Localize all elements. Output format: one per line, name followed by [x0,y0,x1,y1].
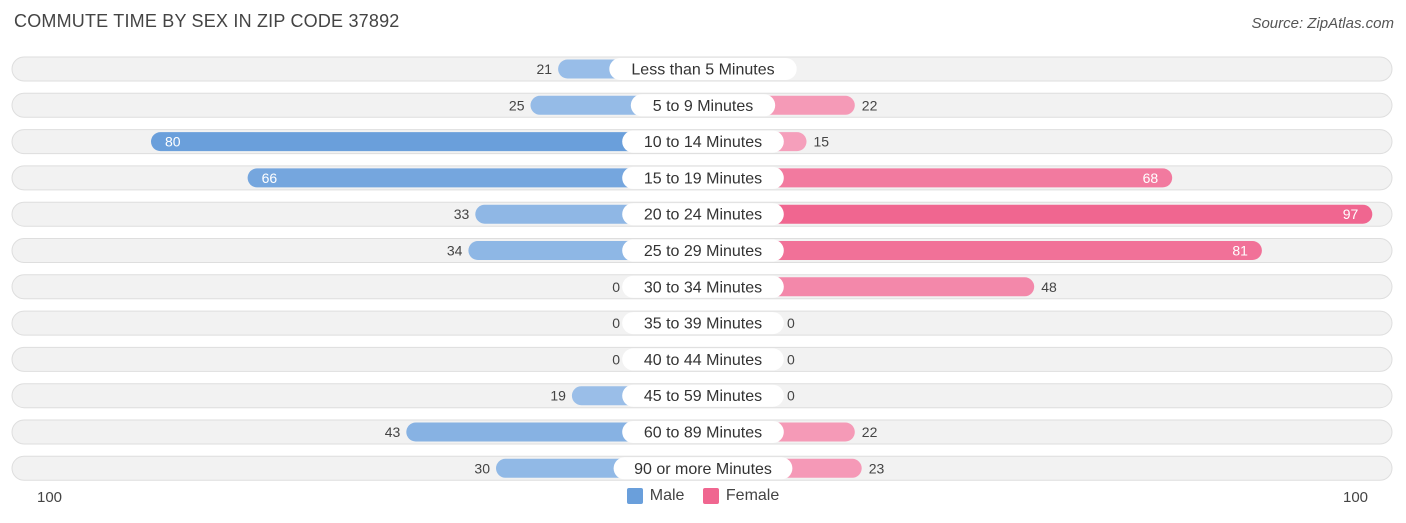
chart-row: 66 68 15 to 19 Minutes [11,165,1393,191]
legend-label-male: Male [649,487,685,504]
category-label-background [622,384,784,407]
chart-row: 0 48 30 to 34 Minutes [11,274,1393,300]
legend-swatch-male [626,488,643,504]
legend-item-female: Female [702,487,780,505]
category-label: 25 to 29 Minutes [644,243,762,260]
category-label-background [622,421,784,443]
value-label-female: 97 [1343,206,1359,222]
category-label: 5 to 9 Minutes [653,98,754,115]
value-label-male: 80 [165,134,181,150]
category-label-background [622,130,784,153]
chart-row: 19 0 45 to 59 Minutes [11,383,1393,409]
value-label-male: 33 [454,206,470,222]
value-label-female: 68 [1143,170,1159,186]
chart-row: 213Less than 5 Minutes [11,56,1393,82]
value-label-male: 43 [385,424,401,440]
value-label-female: 0 [787,388,795,404]
value-label-female: 23 [869,460,885,476]
chart-row: 0 0 40 to 44 Minutes [11,346,1393,372]
axis-left-label: 100 [37,489,63,506]
value-label-male: 0 [612,315,620,331]
value-label-female: 22 [862,424,878,440]
legend-swatch-female [702,488,719,504]
legend-label-female: Female [725,487,780,504]
category-label-background [622,312,784,335]
bar-female [703,168,1173,188]
bar-female [703,241,1262,260]
value-label-male: 21 [537,61,553,77]
chart-row: 25 22 5 to 9 Minutes [11,92,1393,118]
value-label-male: 66 [262,170,278,186]
category-label-background [622,203,784,226]
bar-male [247,168,703,188]
category-label: 35 to 39 Minutes [644,316,762,333]
category-label: 40 to 44 Minutes [644,352,762,369]
value-label-male: 19 [550,388,566,404]
category-label-background [609,58,797,80]
value-label-male: 25 [509,97,525,113]
source-note: Source: ZipAtlas.com [1251,15,1394,32]
value-label-male: 30 [474,460,490,476]
chart-title: COMMUTE TIME BY SEX IN ZIP CODE 37892 [14,11,400,31]
chart-row: 80 15 10 to 14 Minutes [11,129,1393,155]
category-label-background [630,94,776,117]
category-label: 10 to 14 Minutes [644,134,762,151]
value-label-male: 0 [612,279,620,295]
axis-right-label: 100 [1343,489,1369,506]
legend: Male Female [0,487,1406,509]
value-label-female: 81 [1232,243,1248,259]
category-label: 45 to 59 Minutes [644,388,762,405]
chart-row: 34 81 25 to 29 Minutes [11,238,1393,263]
value-label-female: 0 [787,315,795,331]
chart-row: 43 22 60 to 89 Minutes [11,419,1393,445]
chart-row: 30 23 90 or more Minutes [11,455,1393,481]
bar-female [703,204,1373,224]
value-label-female: 48 [1041,279,1057,295]
value-label-male: 0 [612,351,620,367]
value-label-male: 34 [447,243,463,259]
category-label: 20 to 24 Minutes [644,207,762,224]
value-label-female: 22 [862,97,878,113]
bar-female [703,277,1035,297]
chart-row: 0 0 35 to 39 Minutes [11,310,1393,336]
category-label: 30 to 34 Minutes [644,279,762,296]
category-label-background [613,457,793,480]
value-label-female: 0 [787,351,795,367]
category-label: 15 to 19 Minutes [644,170,762,187]
category-label: 60 to 89 Minutes [644,425,762,442]
category-label: 90 or more Minutes [634,461,772,478]
category-label-background [622,239,784,262]
category-label-background [622,275,784,298]
category-label-background [622,166,784,189]
category-label-background [622,348,784,371]
legend-item-male: Male [626,487,685,505]
bar-male [151,132,703,152]
value-label-female: 15 [814,134,830,150]
category-label: Less than 5 Minutes [631,62,774,79]
chart-row: 33 97 20 to 24 Minutes [11,201,1393,227]
